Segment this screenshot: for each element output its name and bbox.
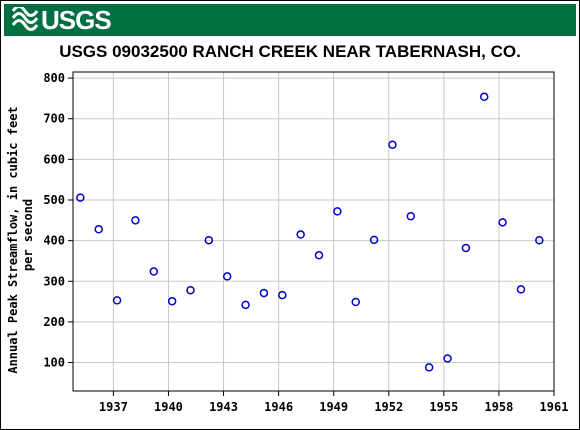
x-tick-label: 1958	[484, 400, 513, 414]
y-tick-label: 300	[43, 274, 65, 288]
plot-area	[72, 71, 555, 392]
data-point	[222, 272, 232, 281]
data-point	[204, 235, 214, 245]
data-points	[76, 92, 544, 372]
data-point	[259, 288, 269, 298]
x-tick-label: 1940	[154, 400, 183, 414]
x-tick-label: 1955	[429, 400, 458, 414]
data-point	[516, 285, 526, 294]
data-point	[112, 296, 122, 305]
y-tick-label: 500	[43, 193, 65, 207]
x-axis: 1937 1940 1943 1946 1949 1952 1955 1958 1961	[99, 391, 569, 414]
data-point	[76, 193, 85, 202]
y-axis-label-line2: per second	[21, 199, 35, 271]
data-point	[296, 230, 305, 239]
data-point	[94, 225, 103, 234]
y-tick-label: 600	[43, 152, 65, 166]
x-tick-label: 1961	[540, 400, 569, 414]
y-tick-label: 800	[43, 71, 65, 85]
data-point	[369, 235, 379, 245]
data-point	[278, 290, 287, 300]
x-tick-label: 1952	[374, 400, 403, 414]
x-tick-label: 1946	[264, 400, 293, 414]
data-point	[149, 267, 159, 276]
x-tick-label: 1949	[319, 400, 348, 414]
data-point	[443, 354, 452, 363]
data-point	[167, 296, 177, 306]
grid-lines	[73, 72, 555, 391]
data-point	[535, 235, 544, 245]
x-tick-label: 1937	[99, 400, 128, 414]
data-point	[351, 297, 360, 307]
chart-title: USGS 09032500 RANCH CREEK NEAR TABERNASH…	[59, 42, 521, 61]
data-point	[241, 300, 250, 310]
data-point	[406, 212, 416, 221]
data-point	[131, 216, 140, 225]
y-tick-label: 400	[43, 234, 65, 248]
y-axis: 100 200 300 400 500 600 700 800	[43, 71, 73, 370]
data-point	[186, 285, 195, 295]
data-point	[461, 243, 471, 253]
y-tick-label: 200	[43, 315, 65, 329]
y-axis-label-line1: Annual Peak Streamflow, in cubic feet	[6, 106, 20, 373]
usgs-logo[interactable]: USGS	[12, 4, 112, 35]
usgs-logo-text: USGS	[41, 4, 112, 35]
y-tick-label: 700	[43, 112, 65, 126]
data-point	[424, 363, 434, 372]
data-point	[314, 251, 324, 260]
y-tick-label: 100	[43, 356, 65, 370]
x-tick-label: 1943	[209, 400, 238, 414]
data-point	[388, 140, 397, 149]
data-point	[479, 92, 489, 102]
data-point	[333, 207, 342, 216]
data-point	[498, 218, 507, 227]
usgs-header-bar: USGS	[4, 4, 576, 36]
usgs-wave-icon	[12, 7, 38, 31]
